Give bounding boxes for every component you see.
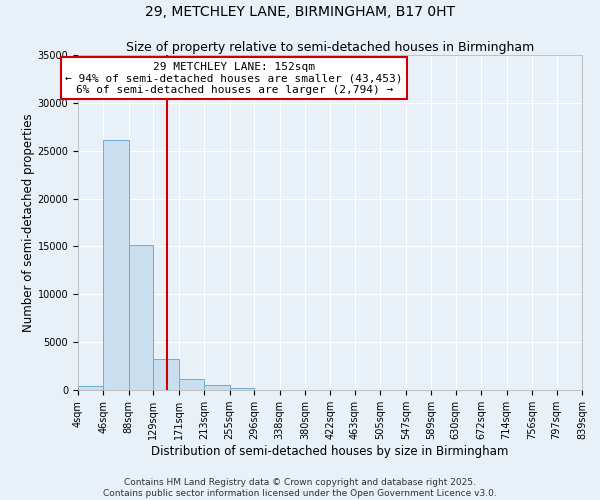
Bar [204, 385, 230, 390]
Bar [78, 386, 103, 390]
Bar [154, 360, 179, 390]
Text: 29 METCHLEY LANE: 152sqm
← 94% of semi-detached houses are smaller (43,453)
6% o: 29 METCHLEY LANE: 152sqm ← 94% of semi-d… [65, 62, 403, 95]
Bar [129, 246, 154, 390]
Title: Size of property relative to semi-detached houses in Birmingham: Size of property relative to semi-detach… [126, 41, 534, 54]
Bar [230, 388, 254, 390]
Bar [179, 378, 204, 390]
Text: 29, METCHLEY LANE, BIRMINGHAM, B17 0HT: 29, METCHLEY LANE, BIRMINGHAM, B17 0HT [145, 5, 455, 19]
Text: Contains HM Land Registry data © Crown copyright and database right 2025.
Contai: Contains HM Land Registry data © Crown c… [103, 478, 497, 498]
Bar [103, 140, 129, 390]
Y-axis label: Number of semi-detached properties: Number of semi-detached properties [22, 113, 35, 332]
X-axis label: Distribution of semi-detached houses by size in Birmingham: Distribution of semi-detached houses by … [151, 445, 509, 458]
